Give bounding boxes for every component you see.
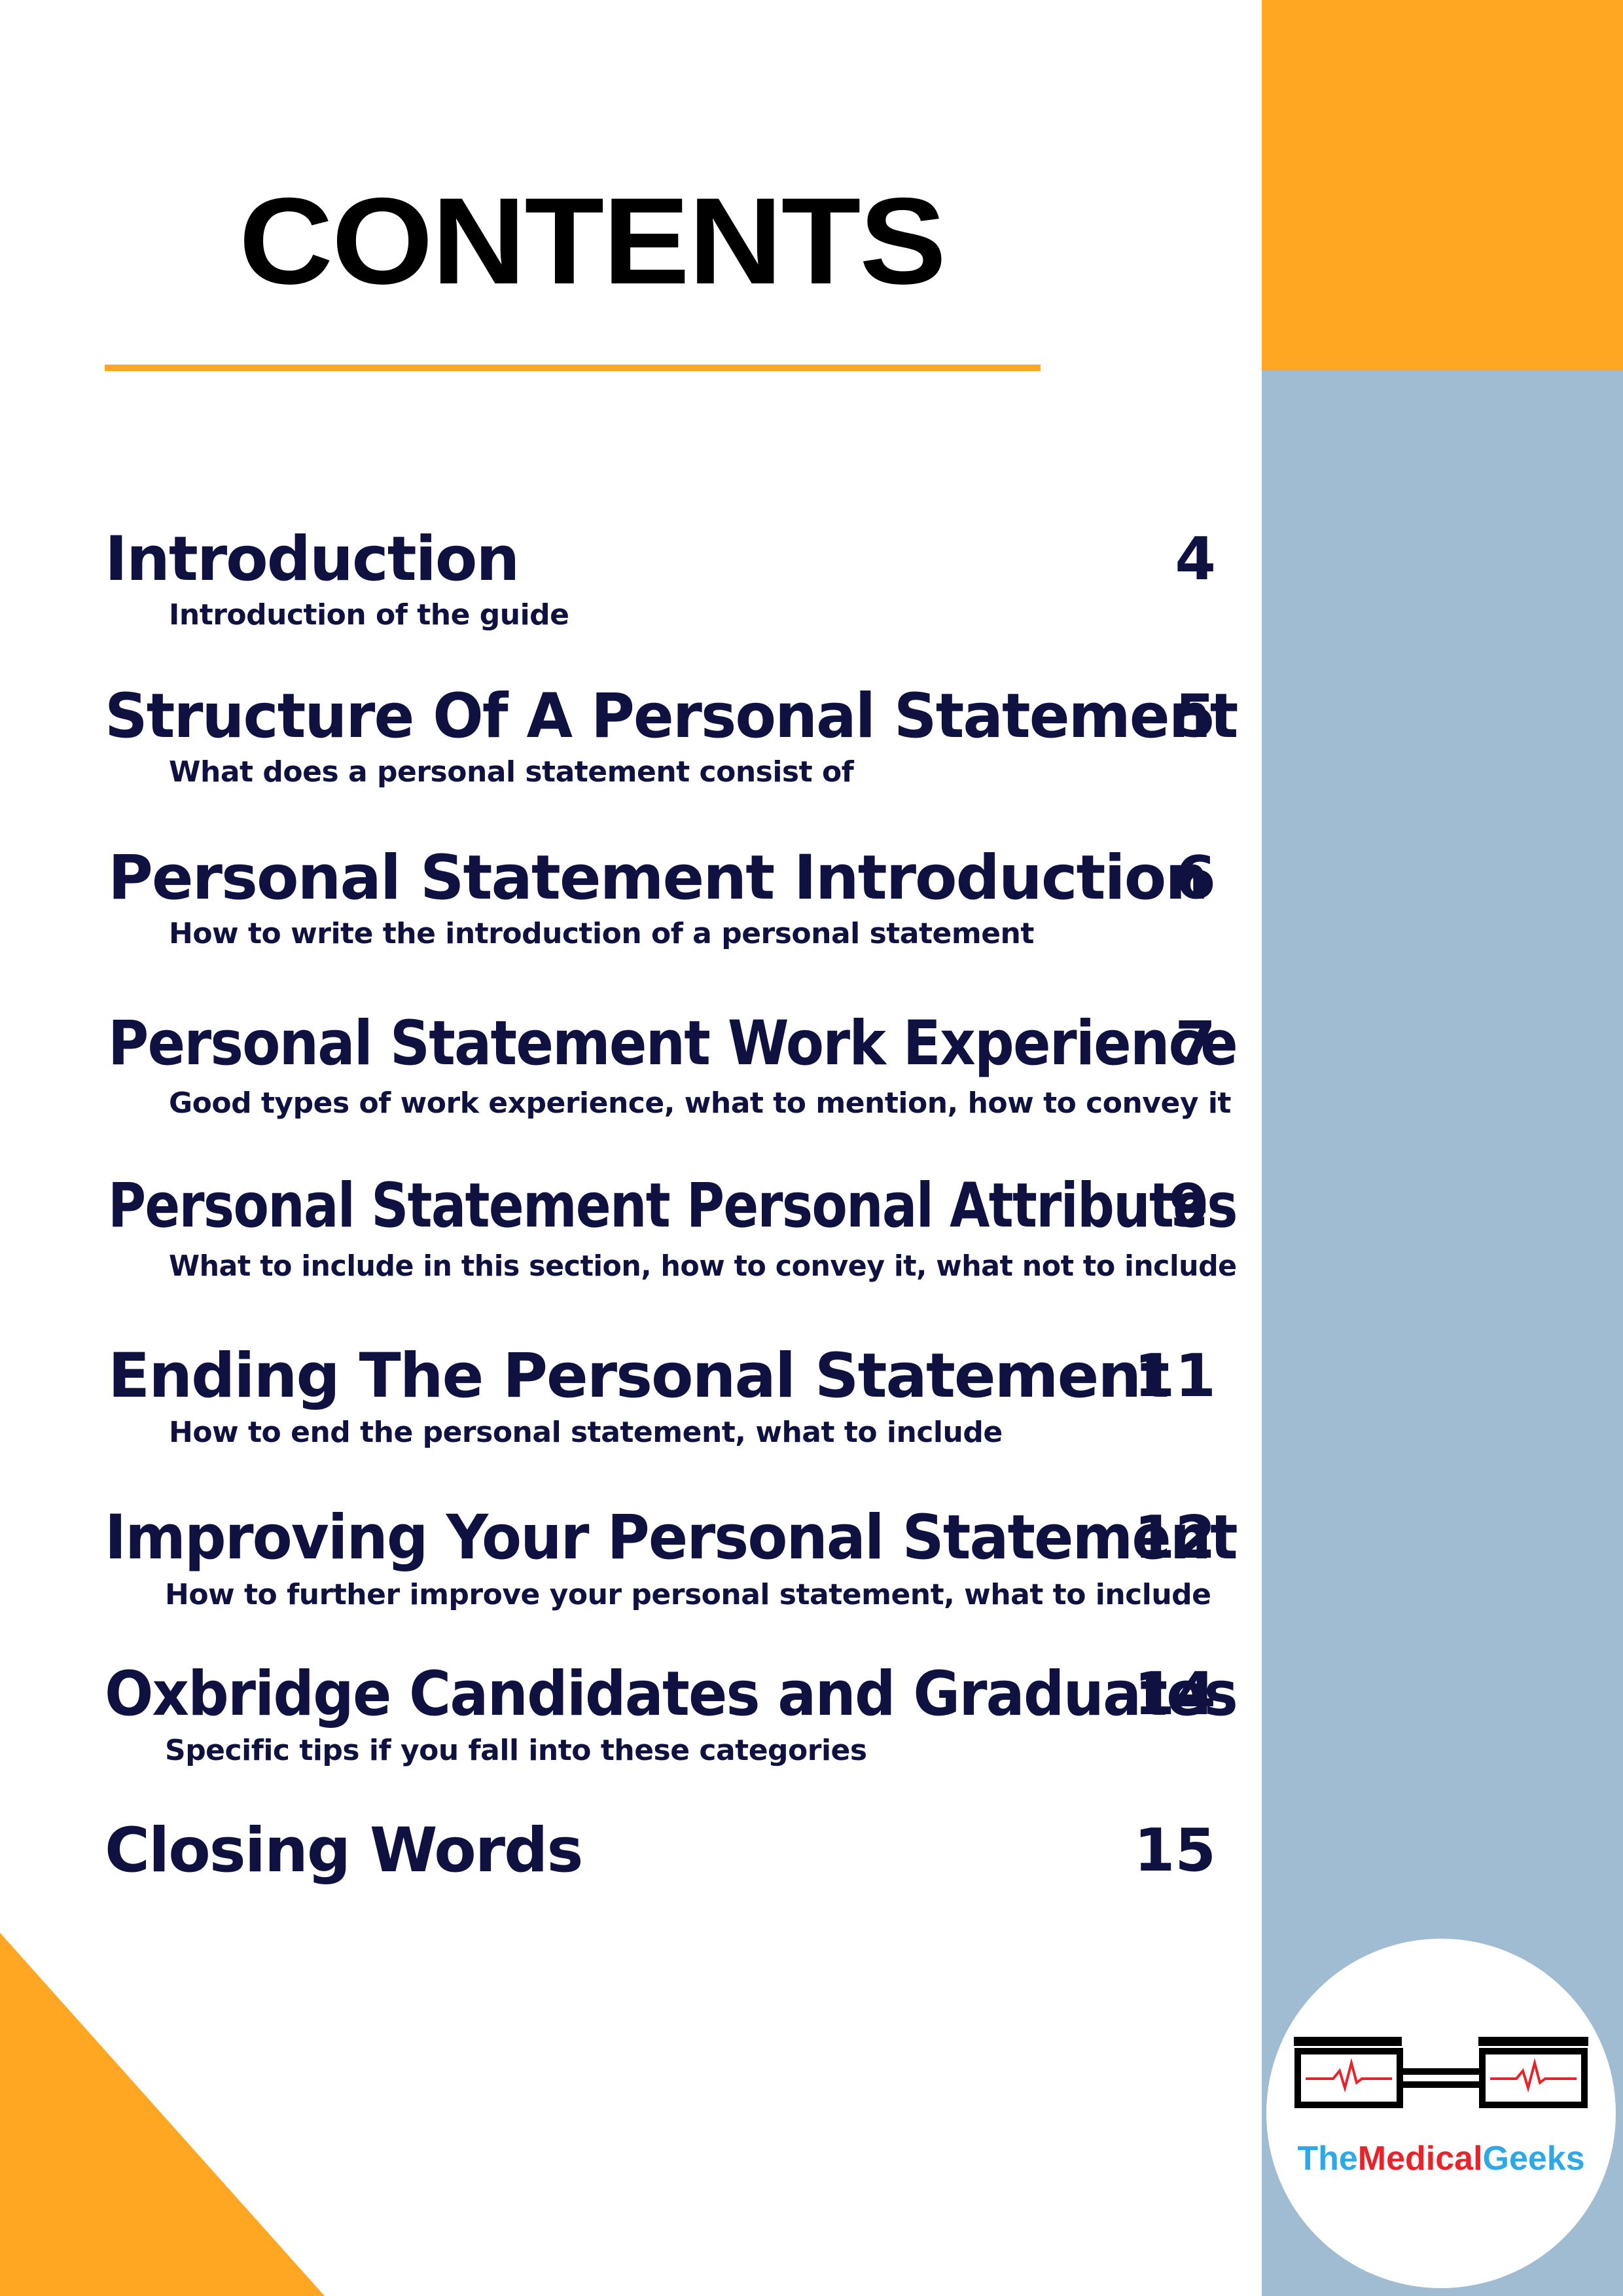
toc-entry-subtitle: Specific tips if you fall into these cat…	[165, 1734, 867, 1767]
toc-entry-title: Personal Statement Introduction	[108, 842, 1209, 914]
toc-entry-personal-attributes[interactable]: Personal Statement Personal Attributes W…	[0, 1170, 1262, 1295]
toc-entry-title: Improving Your Personal Statement	[105, 1502, 1238, 1573]
toc-page-number: 4	[1175, 525, 1216, 594]
toc-entry-subtitle: How to further improve your personal sta…	[165, 1578, 1211, 1611]
toc-page-number: 6	[1175, 844, 1216, 912]
toc-entry-title: Introduction	[105, 524, 520, 595]
title-underline	[105, 365, 1041, 371]
toc-entry-subtitle: What to include in this section, how to …	[169, 1249, 1237, 1283]
toc-entry-title: Structure Of A Personal Statement	[105, 681, 1238, 752]
toc-entry-title: Ending The Personal Statement	[108, 1340, 1169, 1412]
toc-entry-title: Closing Words	[105, 1815, 583, 1886]
toc-entry-subtitle: How to write the introduction of a perso…	[169, 917, 1034, 950]
toc-page-number: 7	[1175, 1009, 1216, 1078]
toc-page-number: 9	[1168, 1172, 1209, 1240]
glasses-heartbeat-icon	[1294, 2037, 1588, 2108]
toc-entry-subtitle: Introduction of the guide	[169, 598, 569, 632]
toc-page-number: 15	[1133, 1816, 1216, 1885]
toc-entry-subtitle: What does a personal statement consist o…	[169, 755, 854, 789]
toc-entry-work-experience[interactable]: Personal Statement Work Experience Good …	[0, 1008, 1262, 1126]
toc-entry-title: Personal Statement Personal Attributes	[108, 1170, 1238, 1242]
toc-entry-subtitle: Good types of work experience, what to m…	[169, 1086, 1231, 1120]
toc-page-number: 5	[1175, 682, 1216, 751]
toc-entry-oxbridge[interactable]: Oxbridge Candidates and Graduates Specif…	[0, 1659, 1262, 1776]
toc-entry-title: Oxbridge Candidates and Graduates	[105, 1659, 1238, 1730]
toc-page-number: 11	[1133, 1342, 1216, 1410]
toc-entry-ending[interactable]: Ending The Personal Statement How to end…	[0, 1340, 1262, 1458]
brand-logo: TheMedicalGeeks	[1266, 1939, 1616, 2288]
toc-entry-closing-words[interactable]: Closing Words 15	[0, 1815, 1262, 1893]
toc-entry-structure[interactable]: Structure Of A Personal Statement What d…	[0, 681, 1262, 798]
page-title: CONTENTS	[239, 172, 946, 310]
toc-entry-improving[interactable]: Improving Your Personal Statement How to…	[0, 1502, 1262, 1620]
toc-entry-subtitle: How to end the personal statement, what …	[169, 1416, 1003, 1449]
logo-wordmark: TheMedicalGeeks	[1297, 2140, 1585, 2178]
toc-entry-introduction[interactable]: Introduction Introduction of the guide 4	[0, 524, 1262, 641]
toc-page-number: 14	[1133, 1660, 1216, 1729]
toc-entry-ps-introduction[interactable]: Personal Statement Introduction How to w…	[0, 842, 1262, 960]
sidebar-orange-block	[1262, 0, 1623, 370]
corner-triangle-decoration	[0, 1933, 325, 2296]
toc-entry-title: Personal Statement Work Experience	[108, 1008, 1238, 1079]
toc-page-number: 12	[1133, 1503, 1216, 1572]
